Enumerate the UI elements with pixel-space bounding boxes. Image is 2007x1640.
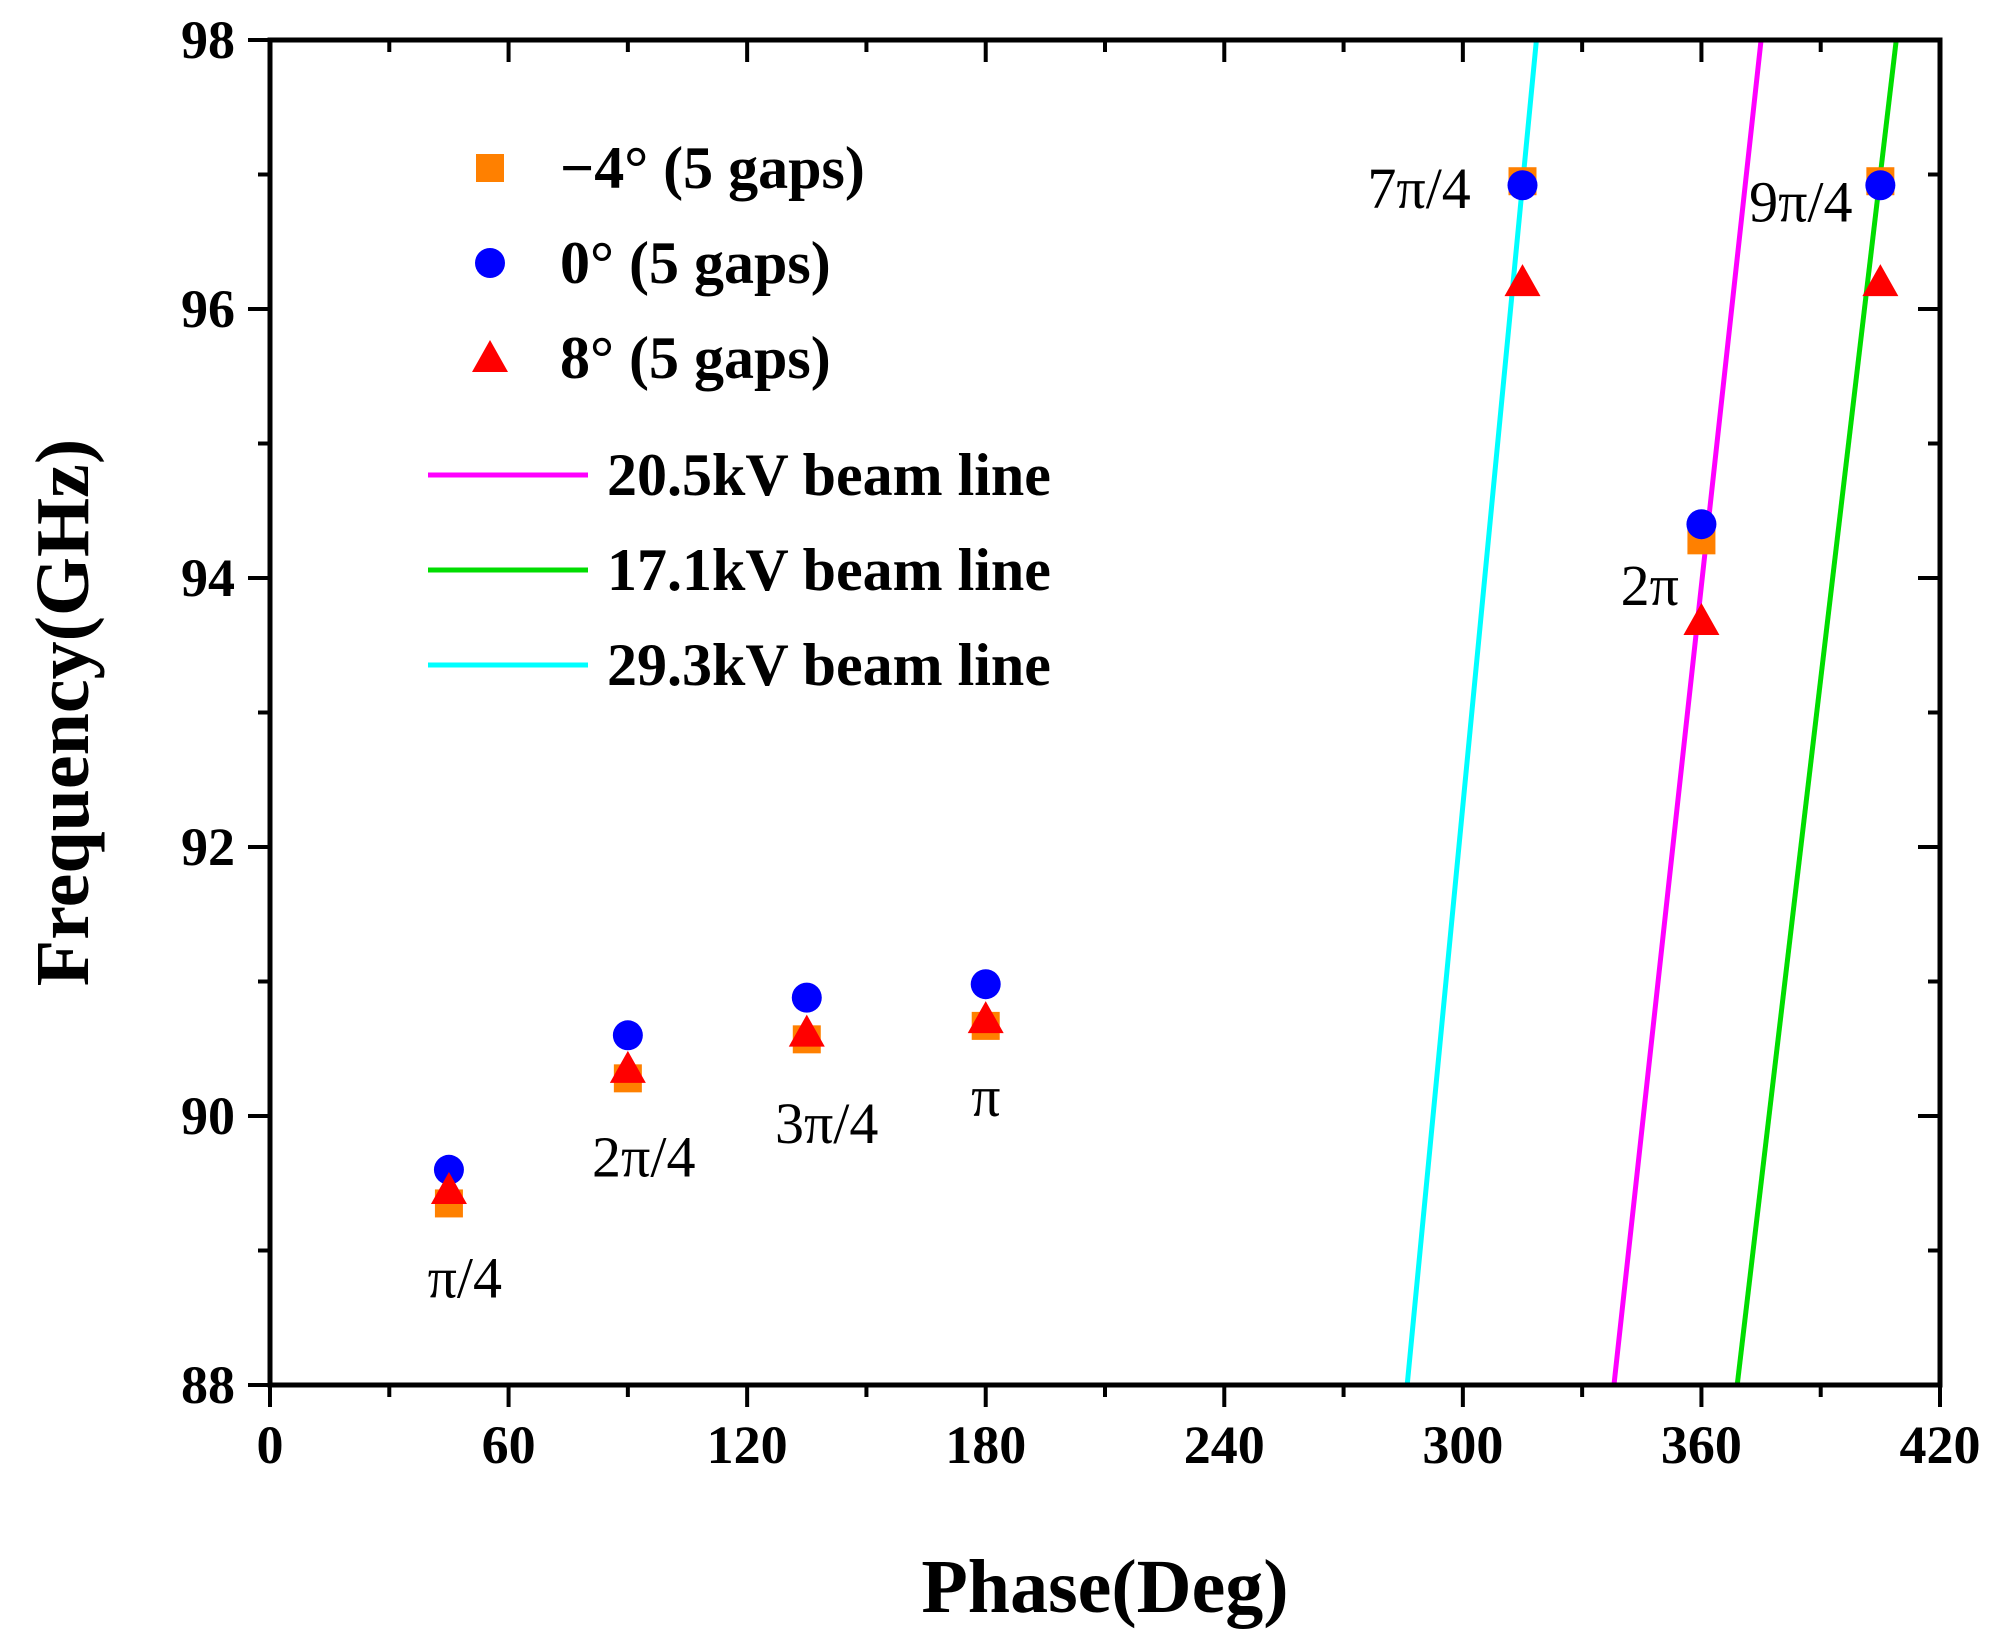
legend-marker-square xyxy=(476,154,504,182)
y-tick-label: 90 xyxy=(181,1086,235,1146)
legend-marker-triangle xyxy=(472,340,508,372)
y-tick-label: 98 xyxy=(181,10,235,70)
marker-triangle-1 xyxy=(609,1050,646,1083)
annotation-label: π/4 xyxy=(428,1246,502,1311)
legend-marker-circle xyxy=(475,248,505,278)
x-tick-label: 360 xyxy=(1661,1415,1742,1475)
x-tick-label: 240 xyxy=(1184,1415,1265,1475)
marker-circle-4 xyxy=(1507,170,1538,201)
marker-circle-3 xyxy=(970,969,1001,1000)
marker-triangle-5 xyxy=(1683,603,1720,636)
beam-lines xyxy=(1404,40,1899,1385)
beam-line-2 xyxy=(1404,40,1539,1385)
x-tick-label: 300 xyxy=(1422,1415,1503,1475)
marker-circle-5 xyxy=(1686,509,1717,540)
annotations: π/4 2π/4 3π/4 π 7π/4 2π 9π/4 xyxy=(428,156,1853,1310)
marker-triangle-6 xyxy=(1862,264,1899,297)
annotation-label: π xyxy=(971,1064,1000,1129)
legend-label: 20.5kV beam line xyxy=(607,442,1051,508)
data-markers xyxy=(430,167,1899,1218)
axes: 0 60 120 180 240 300 360 420 88 90 92 94 96 98 xyxy=(181,10,1981,1475)
marker-circle-0 xyxy=(433,1154,464,1185)
x-tick-label: 420 xyxy=(1900,1415,1981,1475)
legend: −4° (5 gaps) 0° (5 gaps) 8° (5 gaps) 20.5kV… xyxy=(428,135,1051,698)
legend-label: 29.3kV beam line xyxy=(607,632,1051,698)
annotation-label: 2π xyxy=(1621,553,1679,618)
beam-line-1 xyxy=(1734,40,1899,1385)
legend-label: 0° (5 gaps) xyxy=(560,230,831,296)
marker-triangle-4 xyxy=(1504,264,1541,297)
marker-circle-1 xyxy=(612,1020,643,1051)
legend-label: −4° (5 gaps) xyxy=(560,135,865,201)
beam-line-0 xyxy=(1611,40,1764,1385)
annotation-label: 2π/4 xyxy=(592,1125,695,1190)
legend-label: 17.1kV beam line xyxy=(607,537,1051,603)
y-tick-label: 88 xyxy=(181,1355,235,1415)
x-tick-label: 60 xyxy=(482,1415,536,1475)
annotation-label: 9π/4 xyxy=(1749,170,1852,235)
marker-triangle-2 xyxy=(788,1014,825,1047)
x-tick-label: 120 xyxy=(707,1415,788,1475)
y-tick-label: 96 xyxy=(181,279,235,339)
x-tick-label: 180 xyxy=(945,1415,1026,1475)
marker-triangle-3 xyxy=(967,1001,1004,1034)
x-tick-label: 0 xyxy=(257,1415,284,1475)
y-tick-label: 92 xyxy=(181,817,235,877)
marker-circle-6 xyxy=(1865,170,1896,201)
marker-triangle-0 xyxy=(430,1171,467,1204)
legend-label: 8° (5 gaps) xyxy=(560,325,831,391)
annotation-label: 7π/4 xyxy=(1367,156,1470,221)
x-axis-title: Phase(Deg) xyxy=(921,1545,1288,1629)
y-tick-label: 94 xyxy=(181,548,235,608)
marker-circle-2 xyxy=(791,982,822,1013)
y-axis-title: Frequency(GHz) xyxy=(21,439,105,986)
annotation-label: 3π/4 xyxy=(775,1091,878,1156)
